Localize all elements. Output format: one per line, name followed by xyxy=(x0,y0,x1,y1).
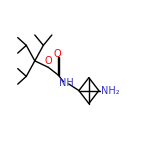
Text: NH: NH xyxy=(59,78,74,88)
Text: O: O xyxy=(45,56,52,66)
Text: NH₂: NH₂ xyxy=(101,86,120,96)
Text: O: O xyxy=(53,49,61,59)
